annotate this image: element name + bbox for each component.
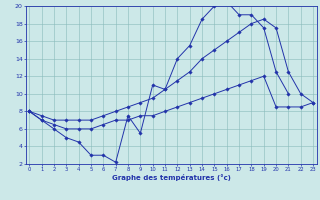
- X-axis label: Graphe des températures (°c): Graphe des températures (°c): [112, 174, 231, 181]
